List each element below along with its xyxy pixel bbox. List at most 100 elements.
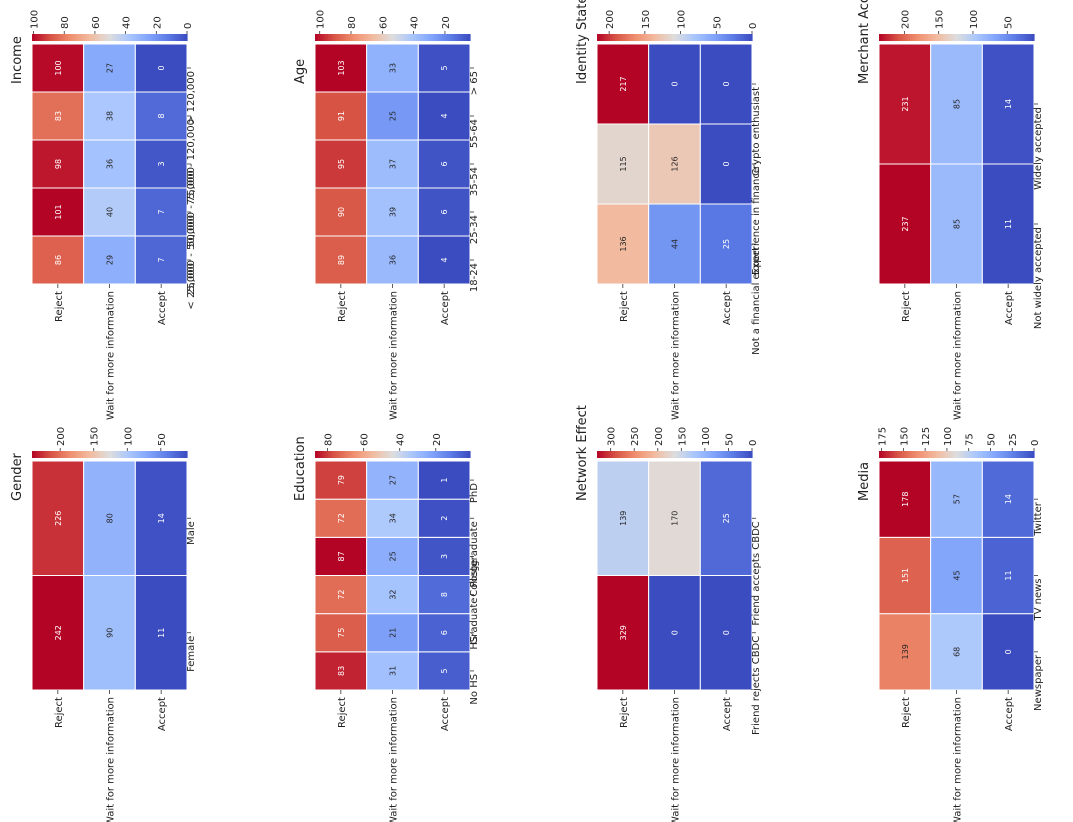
colorbar-segment xyxy=(70,34,74,41)
colorbar-segment xyxy=(625,451,629,458)
panel-title: Gender xyxy=(10,452,25,501)
cell-value-label: 11 xyxy=(1004,219,1013,229)
heatmap-panel-income: Income0204060801008610198831002940363827… xyxy=(10,10,197,420)
colorbar-segment xyxy=(615,451,619,458)
colorbar-segment xyxy=(928,451,932,458)
colorbar-segment xyxy=(317,34,321,41)
colorbar-segment xyxy=(943,34,947,41)
colorbar-segment xyxy=(132,34,136,41)
colorbar-segment xyxy=(633,34,637,41)
colorbar-segment xyxy=(428,451,432,458)
colorbar-segment xyxy=(114,34,118,41)
colorbar-segment xyxy=(602,451,606,458)
colorbar-tick-label: 50 xyxy=(724,433,735,446)
colorbar-segment xyxy=(335,451,339,458)
colorbar-segment xyxy=(1026,34,1030,41)
cell-value-label: 151 xyxy=(901,568,910,583)
colorbar-segment xyxy=(930,451,934,458)
colorbar-segment xyxy=(879,451,883,458)
colorbar-segment xyxy=(938,34,942,41)
colorbar-segment xyxy=(327,34,332,41)
colorbar-segment xyxy=(992,34,996,41)
heatmap-cell xyxy=(417,613,471,653)
colorbar-segment xyxy=(88,34,93,41)
colorbar-segment xyxy=(57,451,62,458)
colorbar-segment xyxy=(659,451,663,458)
row-label: Wait for more information xyxy=(106,697,117,822)
colorbar-segment xyxy=(925,451,929,458)
colorbar-segment xyxy=(181,34,186,41)
colorbar-segment xyxy=(431,451,435,458)
column-label: Graduate xyxy=(469,598,480,645)
colorbar-segment xyxy=(168,34,173,41)
heatmap-cell xyxy=(596,123,650,205)
colorbar-segment xyxy=(73,34,77,41)
colorbar-segment xyxy=(879,34,883,41)
cell-value-label: 31 xyxy=(389,666,398,676)
cell-value-label: 29 xyxy=(106,255,115,265)
cell-value-label: 87 xyxy=(337,551,346,561)
colorbar-segment xyxy=(415,451,419,458)
colorbar-segment xyxy=(669,34,673,41)
colorbar-tick-label: 175 xyxy=(878,427,889,446)
column-label: HS xyxy=(469,636,480,650)
heatmap-cell xyxy=(878,460,932,538)
colorbar-segment xyxy=(733,34,738,41)
cell-value-label: 170 xyxy=(671,511,680,526)
colorbar-segment xyxy=(179,451,183,458)
colorbar-segment xyxy=(964,451,968,458)
colorbar-tick-label: 40 xyxy=(410,16,421,29)
colorbar-segment xyxy=(630,34,634,41)
colorbar-segment xyxy=(356,34,360,41)
colorbar-segment xyxy=(364,451,368,458)
colorbar-segment xyxy=(81,34,85,41)
column-label: 75,000 - 120,000 xyxy=(186,119,197,205)
colorbar-segment xyxy=(638,451,642,458)
colorbar-segment xyxy=(612,34,616,41)
cell-value-label: 139 xyxy=(619,511,628,526)
column-label: Not widely accepted xyxy=(1033,227,1044,329)
colorbar-segment xyxy=(156,34,160,41)
colorbar-tick-label: 20 xyxy=(152,16,163,29)
colorbar-segment xyxy=(656,451,660,458)
colorbar-segment xyxy=(410,34,414,41)
colorbar-segment xyxy=(44,451,49,458)
colorbar-segment xyxy=(894,34,898,41)
heatmap-cell xyxy=(648,123,701,205)
colorbar-segment xyxy=(917,451,921,458)
colorbar-segment xyxy=(439,451,443,458)
colorbar-segment xyxy=(137,451,142,458)
heatmap-cell xyxy=(366,575,419,615)
heatmap-cell xyxy=(417,187,471,237)
colorbar-segment xyxy=(935,34,940,41)
colorbar-segment xyxy=(392,451,396,458)
colorbar-segment xyxy=(984,451,989,458)
colorbar-segment xyxy=(677,451,681,458)
colorbar-segment xyxy=(904,451,909,458)
cell-value-label: 38 xyxy=(106,111,115,121)
colorbar-segment xyxy=(441,34,445,41)
colorbar-segment xyxy=(902,451,906,458)
heatmap-cell xyxy=(981,163,1035,285)
colorbar-segment xyxy=(317,451,321,458)
colorbar-segment xyxy=(741,451,745,458)
colorbar-segment xyxy=(682,451,686,458)
heatmap-cell xyxy=(366,651,419,691)
colorbar-segment xyxy=(426,34,430,41)
cell-value-label: 231 xyxy=(901,96,910,111)
colorbar-tick-label: 60 xyxy=(378,16,389,29)
colorbar-segment xyxy=(94,34,98,41)
colorbar-segment xyxy=(894,451,898,458)
colorbar-segment xyxy=(402,34,407,41)
colorbar-segment xyxy=(620,451,624,458)
colorbar-segment xyxy=(617,34,621,41)
colorbar-segment xyxy=(449,34,453,41)
colorbar-segment xyxy=(439,34,443,41)
column-label: Friend accepts CBDC xyxy=(751,521,762,625)
heatmap-cell xyxy=(366,43,419,93)
colorbar-segment xyxy=(995,451,999,458)
colorbar-segment xyxy=(915,451,919,458)
cell-value-label: 139 xyxy=(901,644,910,659)
colorbar-segment xyxy=(371,34,376,41)
colorbar-segment xyxy=(907,451,911,458)
